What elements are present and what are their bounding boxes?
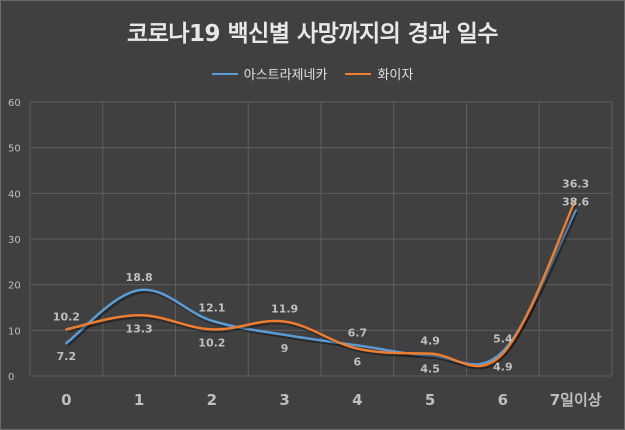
legend: 아스트라제네카 화이자	[0, 64, 625, 83]
y-tick-label: 0	[8, 372, 14, 383]
data-label-astrazeneca: 36.3	[562, 178, 589, 191]
legend-label-astrazeneca: 아스트라제네카	[243, 68, 328, 83]
legend-entry-pfizer: 화이자	[345, 64, 413, 83]
x-tick-label: 1	[134, 391, 144, 409]
data-label-pfizer: 4.9	[420, 335, 440, 348]
data-label-pfizer: 13.3	[126, 322, 153, 335]
series-lines	[65, 198, 579, 370]
data-label-astrazeneca: 4.5	[420, 362, 440, 375]
y-tick-label: 10	[8, 326, 21, 337]
x-tick-label: 6	[498, 391, 508, 409]
legend-swatch-astrazeneca	[211, 72, 238, 75]
x-tick-label: 3	[279, 391, 289, 409]
data-label-pfizer: 4.9	[493, 361, 513, 374]
data-label-pfizer: 38.6	[562, 196, 589, 209]
legend-swatch-pfizer	[345, 72, 372, 75]
x-axis-tick-labels: 0 1 2 3 4 5 6 7일이상	[61, 391, 602, 409]
data-label-astrazeneca: 9	[281, 342, 289, 355]
y-axis-tick-labels: 0 10 20 30 40 50 60	[8, 98, 21, 383]
data-label-astrazeneca: 12.1	[198, 302, 225, 315]
data-label-astrazeneca: 5.4	[493, 332, 513, 345]
series-line-pfizer	[65, 198, 577, 368]
data-label-pfizer: 10.2	[198, 336, 225, 349]
chart-title: 코로나19 백신별 사망까지의 경과 일수	[127, 21, 498, 47]
y-tick-label: 50	[8, 144, 21, 155]
data-label-pfizer: 11.9	[271, 303, 298, 316]
data-label-astrazeneca: 7.2	[57, 350, 77, 363]
legend-entry-astrazeneca: 아스트라제네카	[211, 64, 328, 83]
y-tick-label: 20	[8, 281, 21, 292]
x-tick-label: 2	[207, 391, 217, 409]
data-label-pfizer: 6	[354, 356, 362, 369]
data-label-pfizer: 10.2	[53, 310, 80, 323]
y-tick-label: 30	[8, 235, 21, 246]
x-tick-label: 0	[61, 391, 71, 409]
x-tick-label: 4	[352, 391, 362, 409]
x-tick-label: 5	[425, 391, 435, 409]
y-tick-label: 40	[8, 189, 21, 200]
y-tick-label: 60	[8, 98, 21, 109]
series-line-shadow-pfizer	[67, 201, 579, 370]
series-line-astrazeneca	[65, 208, 577, 366]
data-label-astrazeneca: 18.8	[126, 271, 153, 284]
data-labels: 7.2 10.2 18.8 13.3 12.1 10.2 9 11.9 6.7 6 4.5 4.9 5.…	[53, 178, 590, 376]
x-tick-label: 7일이상	[550, 391, 602, 409]
legend-label-pfizer: 화이자	[377, 68, 414, 83]
gridlines	[29, 101, 613, 377]
data-label-astrazeneca: 6.7	[348, 326, 368, 339]
